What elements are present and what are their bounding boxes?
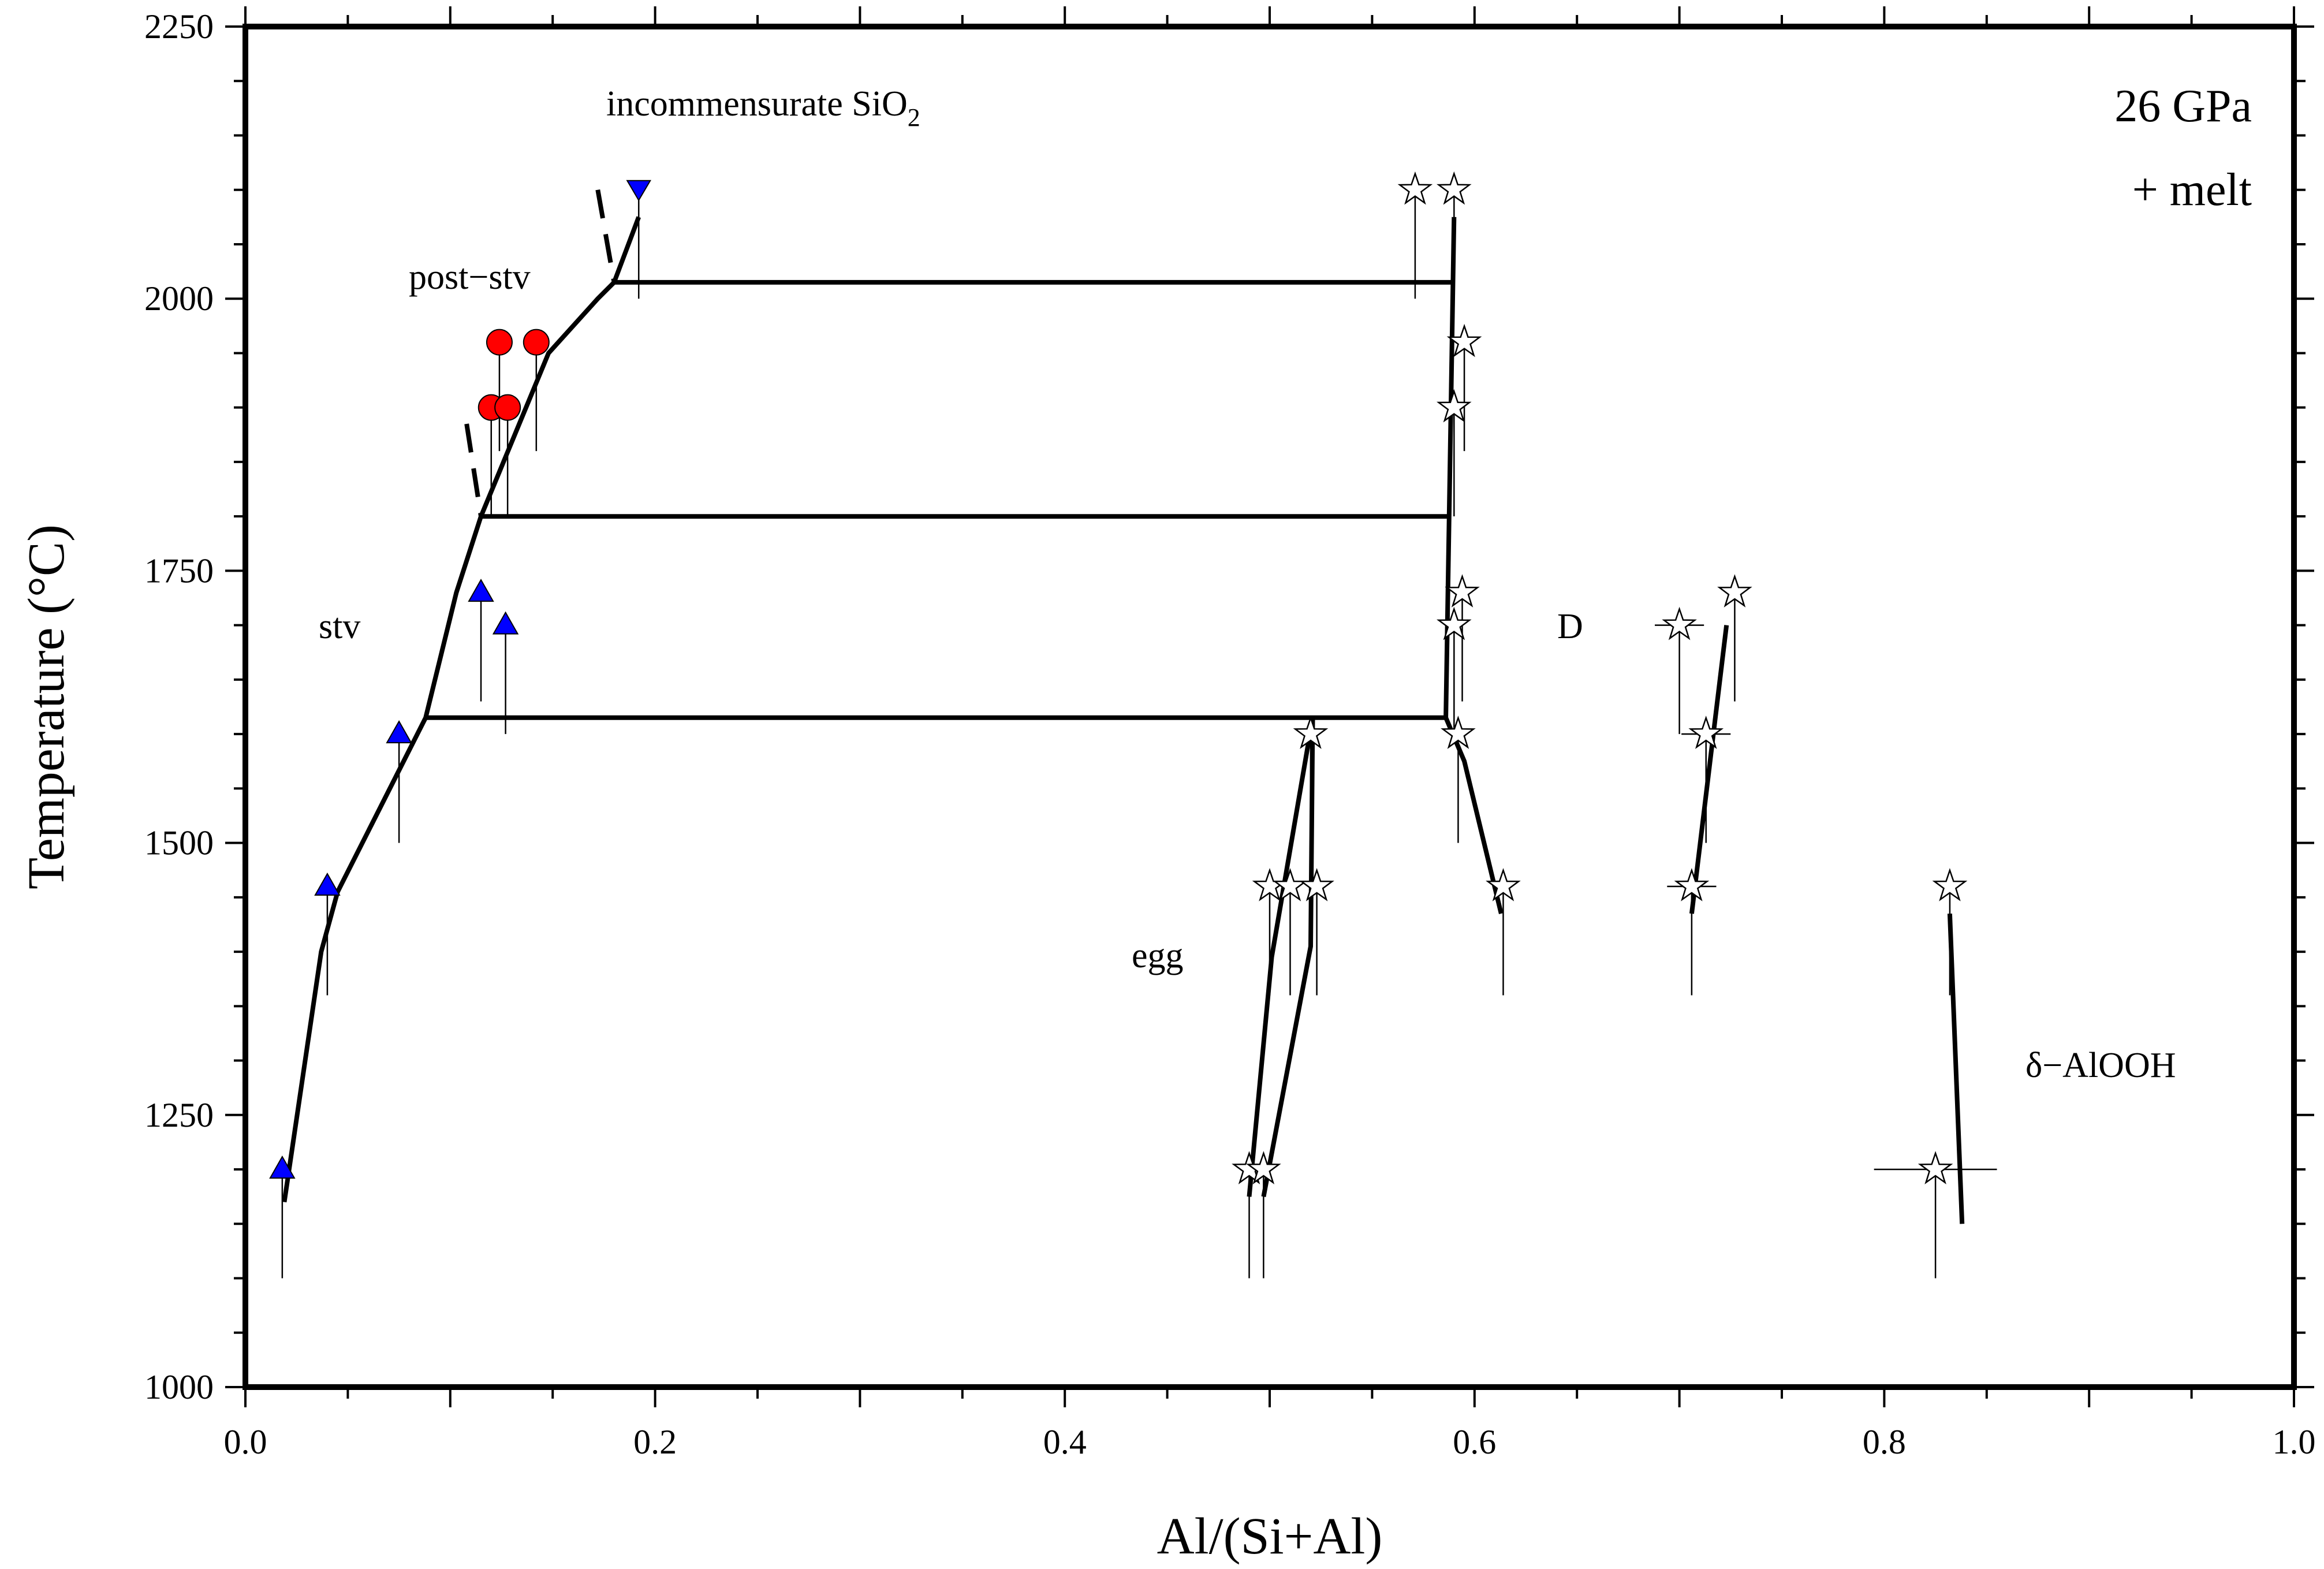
phase-boundary <box>1247 717 1315 1197</box>
egg-label: egg <box>1132 936 1184 975</box>
y-tick-label: 1250 <box>144 1096 214 1134</box>
hydrous-phase-star-marker <box>1436 606 1472 640</box>
post-stv-circle-marker <box>523 329 550 356</box>
incommensurate-sio2-label: incommensurate SiO2 <box>606 84 920 132</box>
x-tick-label: 1.0 <box>2273 1423 2316 1461</box>
dashed-phase-boundary <box>595 189 617 283</box>
x-tick-label: 0.6 <box>1453 1423 1496 1461</box>
stv-triangle-marker <box>386 720 412 744</box>
phase-boundaries <box>282 189 1965 1224</box>
hydrous-phase-star-marker <box>1293 715 1329 749</box>
stv-triangle-marker <box>468 579 494 602</box>
hydrous-phase-star-marker <box>1662 606 1697 640</box>
incommensurate-triangle-marker <box>626 180 651 202</box>
post-stv-circle-marker <box>494 394 521 421</box>
incommensurate-subscript: 2 <box>908 103 920 132</box>
stv-triangle-marker <box>492 611 519 635</box>
x-axis-title: Al/(Si+Al) <box>1157 1508 1383 1565</box>
stv-triangle-marker <box>269 1156 296 1179</box>
hydrous-phase-star-marker <box>1486 868 1521 901</box>
phase-boundary <box>1689 625 1729 914</box>
hydrous-phase-star-marker <box>1445 574 1480 608</box>
y-tick-label: 1750 <box>144 551 214 590</box>
y-tick-label: 1000 <box>144 1368 214 1406</box>
stv-triangle-marker <box>314 872 341 896</box>
hydrous-phase-star-marker <box>1397 171 1433 205</box>
dashed-phase-boundary <box>464 423 483 517</box>
phase-boundary <box>1261 717 1315 1197</box>
hydrous-phase-star-marker <box>1441 715 1476 749</box>
y-tick-label: 1500 <box>144 824 214 862</box>
y-tick-label: 2250 <box>144 8 214 46</box>
x-tick-label: 0.8 <box>1863 1423 1906 1461</box>
post-stv-label: post−stv <box>409 258 531 297</box>
x-tick-label: 0.4 <box>1043 1423 1087 1461</box>
hydrous-phase-star-marker <box>1436 171 1472 205</box>
incommensurate-main-text: incommensurate SiO <box>606 84 908 124</box>
pressure-label: 26 GPa <box>2114 81 2252 132</box>
y-tick-label: 2000 <box>144 279 214 318</box>
hydrous-phase-star-marker <box>1446 323 1482 357</box>
hydrous-phase-star-marker <box>1674 868 1710 901</box>
phase-boundary <box>282 216 641 1203</box>
y-axis-title: Temperature (°C) <box>18 524 75 889</box>
d-phase-label: D <box>1557 607 1583 646</box>
phase-boundary <box>1443 217 1457 718</box>
delta-alooh-label: δ−AlOOH <box>2025 1046 2176 1085</box>
plot-frame <box>243 24 2297 1390</box>
hydrous-phase-star-marker <box>1918 1151 1953 1184</box>
x-tick-label: 0.0 <box>224 1423 267 1461</box>
phase-boundary <box>1947 913 1965 1224</box>
post-stv-circle-marker <box>486 329 513 356</box>
hydrous-phase-star-marker <box>1436 389 1472 423</box>
data-markers <box>269 171 1968 1184</box>
tick-labels: 0.0 0.2 0.4 0.6 0.8 1.01000125015001750200022… <box>144 8 2316 1461</box>
stv-label: stv <box>319 607 360 646</box>
hydrous-phase-star-marker <box>1245 1151 1281 1184</box>
hydrous-phase-star-marker <box>1717 574 1752 608</box>
hydrous-phase-star-marker <box>1688 715 1724 749</box>
axis-ticks <box>225 6 2314 1407</box>
hydrous-phase-star-marker <box>1932 868 1968 901</box>
hydrous-phase-star-marker <box>1299 868 1334 901</box>
x-tick-label: 0.2 <box>633 1423 677 1461</box>
melt-label: + melt <box>2132 165 2252 215</box>
